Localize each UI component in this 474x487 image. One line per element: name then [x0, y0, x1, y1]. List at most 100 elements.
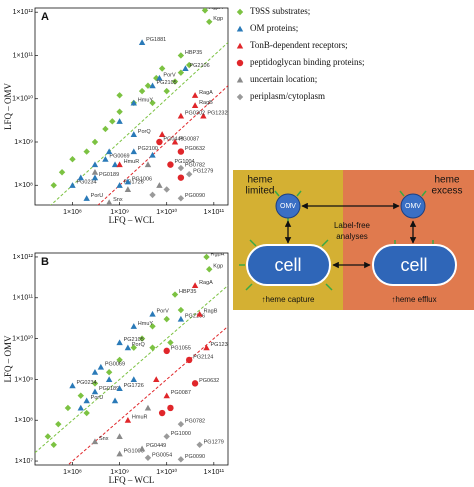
point	[201, 8, 209, 14]
point	[69, 182, 76, 188]
point-label: Kgp	[213, 16, 223, 22]
point-label: RgpA	[211, 251, 225, 257]
left-title: heme	[247, 175, 272, 186]
point	[97, 363, 105, 370]
point-label: PG0449	[163, 136, 183, 142]
point	[177, 174, 185, 181]
point	[102, 125, 109, 133]
omv-label: OMV	[405, 203, 421, 210]
y-tick-label: 1×10¹⁰	[12, 95, 33, 103]
y-tick-label: 1×10⁸	[14, 417, 33, 424]
panel-label: B	[41, 256, 49, 268]
point	[83, 409, 90, 417]
point	[177, 112, 185, 119]
point	[69, 382, 76, 389]
point-label: HmuY	[138, 97, 154, 103]
point-label: PG1055	[171, 345, 191, 351]
point	[77, 392, 84, 399]
point	[149, 99, 156, 107]
point	[130, 148, 137, 155]
point	[177, 456, 185, 463]
point-label: PG0090	[185, 193, 205, 199]
point	[177, 315, 185, 322]
point	[91, 369, 99, 375]
point	[116, 339, 123, 346]
point	[177, 420, 185, 428]
caption: ↑heme efflux	[391, 295, 436, 304]
point-label: PG1232	[211, 342, 231, 348]
y-tick-label: 1×10⁹	[14, 376, 33, 383]
point	[116, 385, 123, 392]
plot-frame	[34, 252, 229, 466]
legend-marker	[236, 8, 244, 16]
point-label: PG0069	[109, 154, 129, 160]
point	[105, 376, 113, 382]
point	[44, 433, 52, 440]
point-label: PG0087	[179, 136, 199, 142]
point	[130, 131, 137, 137]
point-label: PG2105	[124, 337, 144, 343]
point	[77, 404, 84, 411]
point-label: HmuY	[138, 321, 154, 327]
point	[58, 169, 66, 176]
point-label: PG0189	[99, 386, 119, 392]
point-label: PG0632	[199, 378, 219, 384]
point	[144, 161, 152, 168]
point	[149, 151, 156, 158]
point-label: PG1726	[124, 180, 144, 186]
point	[116, 108, 123, 115]
point-label: Kgp	[213, 264, 223, 270]
point	[116, 450, 123, 457]
point	[116, 356, 123, 364]
point	[171, 291, 179, 298]
legend-marker	[236, 25, 244, 32]
point-label: PG1726	[124, 383, 144, 389]
point-label: PG1004	[174, 159, 194, 165]
point-label: RagA	[199, 90, 213, 96]
point-label: PG2100	[138, 146, 158, 152]
point	[138, 445, 146, 452]
omv-right	[400, 193, 426, 219]
point-label: RagB	[204, 308, 218, 314]
x-tick-label: 1×10¹⁰	[156, 468, 177, 476]
x-tick-label: 1×10¹¹	[204, 469, 225, 476]
point-label: PG0189	[99, 172, 119, 178]
point	[124, 417, 132, 423]
point	[149, 82, 156, 89]
point	[91, 169, 99, 175]
point-label: PG1000	[171, 431, 191, 437]
y-tick-label: 1×10¹¹	[13, 52, 34, 59]
point	[111, 161, 119, 168]
point	[124, 186, 132, 193]
point-label: PG0069	[105, 362, 125, 368]
point	[116, 433, 123, 440]
point	[64, 404, 72, 412]
point	[91, 138, 99, 146]
point-label: PG1279	[193, 169, 213, 175]
legend-marker	[236, 93, 244, 101]
point	[116, 92, 123, 99]
point	[163, 392, 170, 399]
right-title: heme	[434, 175, 459, 186]
point	[185, 61, 193, 69]
point	[191, 380, 199, 387]
cell-right	[372, 244, 457, 286]
y-tick-label: 1×10⁸	[14, 182, 33, 189]
point-label: PG1006	[132, 176, 152, 182]
point-label: RagB	[199, 100, 213, 106]
receptors	[239, 190, 455, 291]
panel-excess	[343, 170, 474, 310]
x-tick-label: 1×10⁹	[110, 209, 129, 216]
point	[191, 282, 199, 289]
point	[83, 195, 90, 201]
point	[171, 78, 179, 85]
point	[163, 433, 170, 440]
point	[91, 438, 99, 445]
point	[105, 369, 113, 376]
caption: ↑heme capture	[262, 295, 315, 304]
point-label: PG2105	[157, 80, 177, 86]
point	[124, 178, 132, 185]
point	[177, 195, 185, 202]
point	[83, 397, 90, 404]
panel-label: A	[41, 11, 49, 23]
